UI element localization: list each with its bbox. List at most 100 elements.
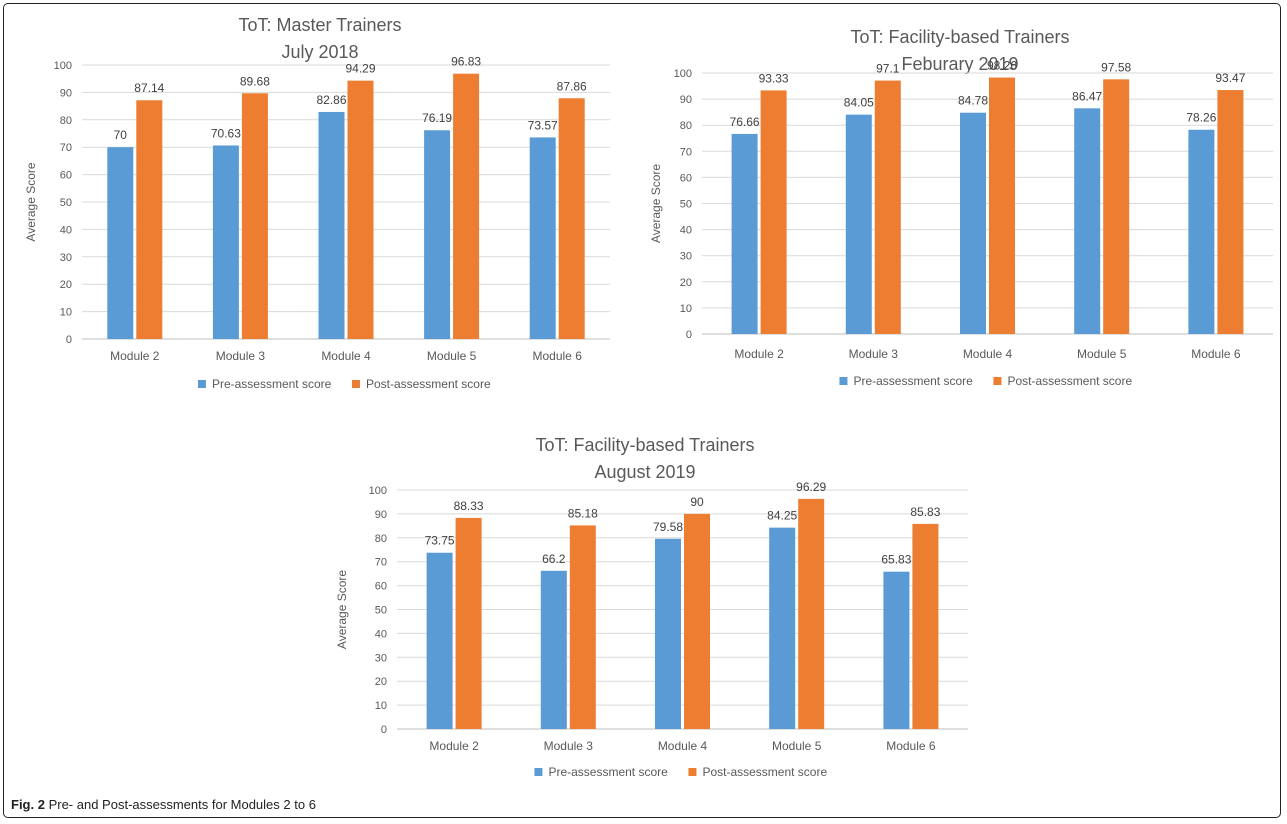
chart1-data-label-post-4: 97.58 [1101,60,1131,74]
chart0-bar-pre-3 [318,111,345,340]
chart0-legend-label-2: Post-assessment score [366,377,491,391]
chart2-y-tick-80: 80 [375,533,387,545]
chart2-bar-post-1 [455,517,482,729]
chart1-bar-post-1 [760,90,787,335]
chart0-y-tick-20: 20 [60,279,72,291]
chart2-y-tick-90: 90 [375,509,387,521]
chart2-data-label-post-3: 90 [690,495,704,509]
chart1-x-tick-2: Module 3 [849,347,899,361]
chart2-x-tick-5: Module 6 [886,739,936,753]
chart2-y-tick-20: 20 [375,676,387,688]
chart0-y-tick-90: 90 [60,87,72,99]
chart0-y-tick-80: 80 [60,115,72,127]
chart0-y-tick-70: 70 [60,142,72,154]
chart0-bar-post-5 [558,98,585,339]
chart0-bar-post-1 [136,100,163,340]
bar-chart-facility-trainers-aug-2019: ToT: Facility-based Trainers August 2019 0… [335,435,968,779]
chart0-y-axis-title: Average Score [24,162,38,241]
chart0-data-label-post-1: 87.14 [134,81,164,95]
chart1-data-label-post-3: 98.26 [987,59,1017,73]
figure-caption-label: Fig. 2 [11,797,45,812]
chart1-y-tick-70: 70 [680,146,692,158]
chart2-y-tick-50: 50 [375,605,387,617]
chart1-y-tick-80: 80 [680,120,692,132]
chart1-x-tick-5: Module 6 [1191,347,1241,361]
chart2-bar-post-5 [912,523,939,729]
chart0-legend-swatch-1 [197,380,206,388]
chart2-x-tick-4: Module 5 [772,739,822,753]
figure-frame [3,3,1281,818]
chart1-legend-swatch-2 [993,377,1002,385]
chart2-title-line-1: ToT: Facility-based Trainers [535,435,754,455]
chart0-bar-pre-2 [212,145,239,339]
chart2-bar-post-3 [684,513,710,729]
chart1-legend-swatch-1 [839,377,848,385]
chart2-data-label-pre-3: 79.58 [653,520,683,534]
chart1-y-tick-50: 50 [680,199,692,211]
chart2-bar-pre-5 [883,571,910,729]
chart1-bar-pre-2 [845,114,872,334]
chart2-data-label-post-2: 85.18 [568,506,598,520]
chart1-data-label-pre-3: 84.78 [958,94,988,108]
chart0-data-label-pre-1: 70 [114,128,128,142]
chart2-legend-swatch-2 [688,768,697,776]
chart2-bar-post-2 [569,525,596,729]
chart1-y-tick-90: 90 [680,94,692,106]
chart2-x-tick-1: Module 2 [429,739,479,753]
chart2-data-label-pre-2: 66.2 [542,552,566,566]
chart0-data-label-pre-2: 70.63 [211,126,241,140]
chart0-y-tick-100: 100 [54,60,72,72]
chart1-y-tick-20: 20 [680,277,692,289]
chart2-y-tick-70: 70 [375,557,387,569]
chart2-bar-pre-4 [769,527,796,729]
chart2-y-tick-40: 40 [375,628,387,640]
chart0-bar-post-4 [453,73,480,340]
chart1-bar-post-3 [989,77,1015,335]
chart1-bar-post-2 [874,80,901,334]
chart1-x-tick-3: Module 4 [963,347,1013,361]
chart2-y-tick-10: 10 [375,700,387,712]
chart2-data-label-post-1: 88.33 [454,499,484,513]
chart2-legend-swatch-1 [534,768,543,776]
chart0-x-tick-3: Module 4 [321,349,371,363]
figure-caption: Fig. 2 Pre- and Post-assessments for Mod… [11,797,316,812]
chart0-bar-pre-4 [424,130,451,339]
chart0-y-tick-60: 60 [60,170,72,182]
chart0-y-tick-10: 10 [60,307,72,319]
chart1-data-label-pre-2: 84.05 [844,96,874,110]
chart1-title-line-1: ToT: Facility-based Trainers [850,27,1069,47]
chart2-title-line-2: August 2019 [594,462,695,482]
chart2-bar-post-4 [798,498,825,729]
chart1-y-tick-30: 30 [680,251,692,263]
chart1-bar-pre-3 [960,112,986,334]
chart1-bar-post-5 [1217,90,1244,334]
chart0-data-label-post-4: 96.83 [451,55,481,69]
chart1-y-tick-100: 100 [674,68,692,80]
chart2-data-label-pre-5: 65.83 [881,553,911,567]
chart2-bar-pre-1 [426,552,453,729]
chart0-bar-post-2 [241,93,268,340]
chart1-title-line-2: Feburary 2019 [901,54,1018,74]
chart2-legend-label-1: Pre-assessment score [548,765,668,779]
chart2-bar-pre-3 [655,538,681,729]
chart0-x-tick-1: Module 2 [110,349,160,363]
chart0-bar-pre-5 [529,137,556,339]
chart2-data-label-post-4: 96.29 [796,480,826,494]
chart2-y-tick-0: 0 [381,724,387,736]
chart1-data-label-post-2: 97.1 [876,62,900,76]
chart1-bar-pre-4 [1074,108,1101,335]
chart0-data-label-pre-3: 82.86 [316,93,346,107]
chart0-y-tick-30: 30 [60,252,72,264]
chart2-data-label-post-5: 85.83 [910,505,940,519]
chart0-y-tick-50: 50 [60,197,72,209]
chart2-y-axis-title: Average Score [335,570,349,649]
chart0-title-line-1: ToT: Master Trainers [238,15,401,35]
chart0-x-tick-4: Module 5 [427,349,477,363]
chart1-x-tick-1: Module 2 [734,347,784,361]
chart0-y-tick-0: 0 [66,334,72,346]
chart0-legend-swatch-2 [351,380,360,388]
chart1-data-label-pre-1: 76.66 [730,115,760,129]
chart0-data-label-pre-5: 73.57 [528,118,558,132]
chart1-legend-label-1: Pre-assessment score [853,374,973,388]
chart0-data-label-post-5: 87.86 [557,79,587,93]
